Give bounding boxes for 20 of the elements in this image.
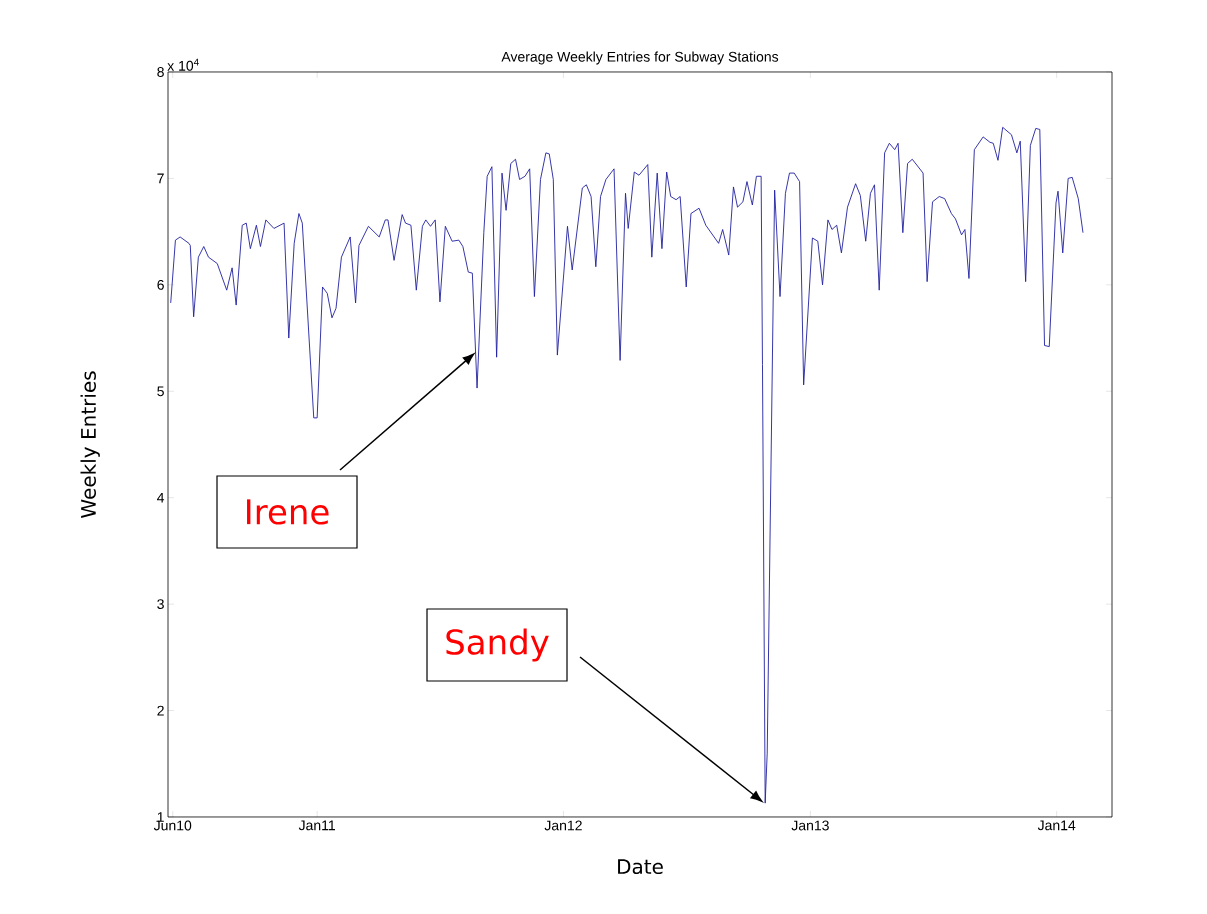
annotation: Sandy <box>446 628 549 662</box>
line-series <box>170 126 1084 804</box>
y-tick-label: 8 <box>157 67 164 77</box>
text: x 10$^{4}$ <box>167 58 199 71</box>
x-axis-title: Date <box>618 859 663 875</box>
y-tick-label: 6 <box>157 279 164 290</box>
y-tick-label: 1 <box>157 812 164 822</box>
x-tick-label: Jun10 <box>153 820 192 831</box>
x-tick-label: Jan12 <box>544 820 582 831</box>
annotation: Irene <box>247 499 329 525</box>
y-tick-label: 5 <box>157 386 164 397</box>
x-tick-label: Jan13 <box>791 820 829 831</box>
x-tick-label: Jan11 <box>298 820 336 831</box>
x-tick-label: Jan14 <box>1037 820 1076 831</box>
y-tick-label: 2 <box>157 705 164 716</box>
y-tick-label: 4 <box>157 492 165 503</box>
y-tick-label: 7 <box>157 173 164 184</box>
y-tick-label: 3 <box>157 599 164 610</box>
chart-title: Average Weekly Entries for Subway Stations <box>501 51 779 65</box>
y-axis-title: Weekly Entries <box>80 371 100 518</box>
